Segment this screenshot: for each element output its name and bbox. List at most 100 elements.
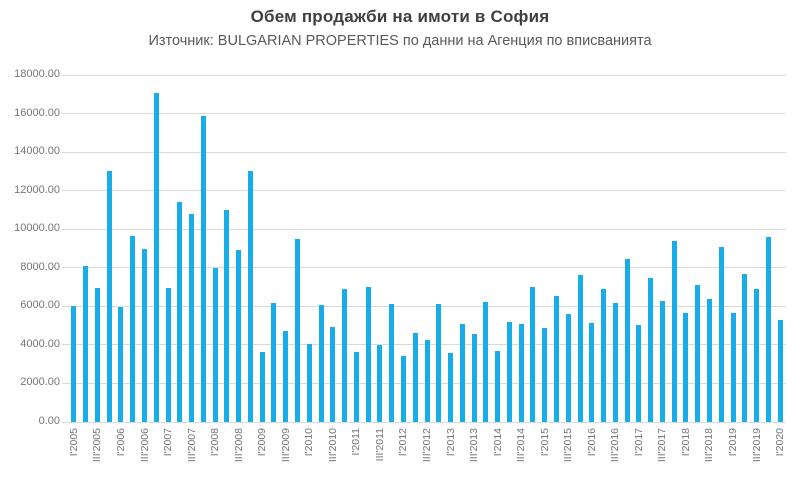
y-axis-tick [62, 113, 68, 115]
chart-title: Обем продажби на имоти в София [250, 7, 550, 26]
y-axis-tick [62, 382, 68, 384]
bar [83, 265, 89, 422]
x-axis-label: I'2006 [114, 428, 127, 457]
gridline [68, 151, 786, 153]
x-axis-label: III'2010 [326, 428, 339, 463]
plot-area [68, 74, 786, 423]
y-axis-label: 18000.00 [14, 68, 60, 80]
x-axis-label: III'2006 [138, 428, 151, 463]
bar [142, 248, 147, 422]
y-axis-tick [62, 151, 68, 153]
x-axis-label: I'2007 [162, 428, 175, 457]
bar [259, 351, 265, 422]
y-axis-tick [62, 344, 68, 346]
bar [436, 304, 442, 422]
gridline [68, 228, 786, 230]
bar [389, 304, 395, 422]
bar [601, 288, 607, 422]
y-axis-label: 10000.00 [14, 222, 60, 235]
bar [683, 313, 689, 422]
bar [754, 288, 760, 422]
y-axis-label: 14000.00 [14, 145, 60, 158]
y-axis-label: 16000.00 [14, 106, 60, 119]
gridline [68, 305, 786, 307]
bar [448, 352, 454, 422]
bar [483, 302, 489, 422]
bar [495, 350, 501, 422]
bar [71, 306, 77, 422]
bar [589, 322, 595, 422]
bar [612, 303, 618, 422]
y-axis-tick [62, 421, 68, 423]
bar [718, 246, 724, 422]
bar [106, 171, 112, 422]
x-axis-label: III'2015 [562, 428, 575, 463]
bar [118, 307, 124, 422]
bar [577, 275, 583, 422]
bar [200, 116, 206, 422]
x-axis-label: I'2014 [491, 428, 504, 457]
x-axis-label: III'2008 [232, 428, 245, 463]
bar [530, 287, 536, 422]
x-axis-label: I'2018 [679, 428, 692, 457]
y-axis-label: 0.00 [38, 415, 60, 427]
bar [400, 356, 406, 422]
bar [765, 236, 771, 422]
bar [271, 303, 277, 422]
y-axis-tick [62, 228, 68, 230]
gridline [68, 267, 786, 269]
x-axis-label: III'2009 [279, 428, 292, 463]
x-axis-label: III'2014 [515, 428, 528, 463]
y-axis-tick [62, 74, 68, 76]
x-axis-label: III'2013 [468, 428, 481, 463]
x-axis-label: III'2012 [421, 428, 433, 463]
bar [659, 300, 665, 422]
bar [471, 334, 477, 422]
gridline [68, 190, 786, 192]
bar [695, 285, 701, 422]
bar [565, 314, 571, 422]
bar [459, 323, 465, 422]
bar [330, 326, 336, 422]
gridline [68, 74, 786, 76]
bar [130, 235, 136, 422]
x-axis-label: III'2011 [373, 428, 386, 462]
y-axis-label: 4000.00 [20, 337, 60, 350]
bar [777, 319, 783, 422]
x-axis-label: I'2019 [727, 428, 740, 457]
bar [742, 273, 748, 422]
x-axis-label: I'2010 [303, 428, 316, 457]
x-axis-label: I'2005 [67, 428, 80, 457]
x-axis-label: III'2007 [185, 428, 198, 463]
bar [283, 331, 289, 422]
bar [506, 321, 512, 422]
bar [730, 313, 736, 422]
gridline [68, 113, 786, 115]
y-axis-label: 2000.00 [20, 376, 60, 389]
y-axis-tick [62, 190, 68, 192]
bar [542, 327, 548, 422]
x-axis-label: I'2013 [444, 428, 457, 457]
bar [671, 240, 677, 422]
chart-subtitle: Източник: BULGARIAN PROPERTIES по данни … [148, 33, 652, 49]
bar [177, 202, 183, 422]
bar [377, 344, 383, 422]
bar [424, 340, 430, 422]
x-axis-label: I'2015 [538, 428, 551, 457]
y-axis-label: 8000.00 [20, 260, 60, 273]
bar [553, 295, 559, 422]
bar [189, 213, 195, 422]
x-axis-label: III'2017 [656, 428, 669, 463]
bar [636, 324, 642, 422]
bar [306, 343, 312, 422]
x-axis-label: I'2017 [632, 428, 645, 457]
bar [365, 287, 371, 422]
x-axis-label: I'2008 [209, 428, 222, 457]
y-axis-tick [62, 267, 68, 269]
bar [247, 171, 253, 422]
bar [706, 298, 712, 422]
bar [648, 278, 654, 422]
bar [342, 288, 348, 422]
x-axis-label: III'2018 [703, 428, 716, 463]
